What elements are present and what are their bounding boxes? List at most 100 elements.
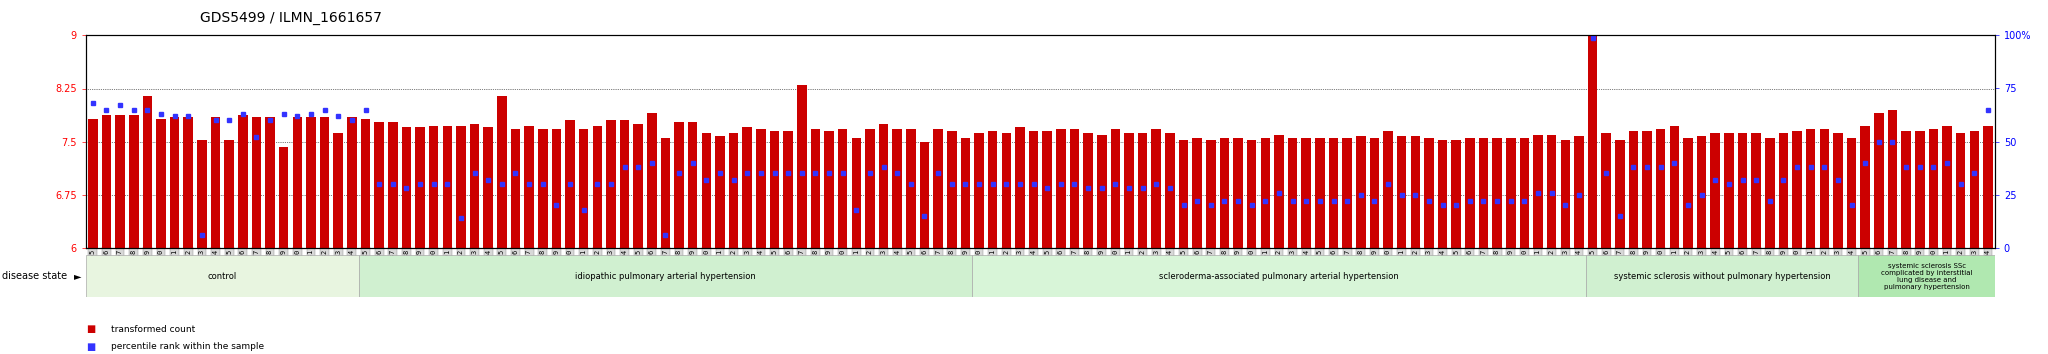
Bar [1778, 133, 1788, 248]
Bar [1341, 138, 1352, 248]
Bar [729, 133, 739, 248]
Bar [1083, 133, 1094, 248]
Bar [1110, 129, 1120, 248]
Bar [606, 120, 616, 248]
Bar [838, 129, 848, 248]
Bar [1206, 140, 1217, 248]
Bar [1602, 133, 1612, 248]
Bar [1587, 35, 1597, 248]
Bar [334, 133, 342, 248]
Bar [156, 119, 166, 248]
Bar [756, 129, 766, 248]
Bar [702, 133, 711, 248]
Bar [102, 115, 111, 248]
Bar [401, 127, 412, 248]
Bar [905, 129, 915, 248]
Bar [170, 117, 180, 248]
Bar [975, 133, 983, 248]
Bar [1929, 129, 1937, 248]
Bar [864, 129, 874, 248]
Text: scleroderma-associated pulmonary arterial hypertension: scleroderma-associated pulmonary arteria… [1159, 272, 1399, 281]
Bar [893, 129, 901, 248]
Bar [1901, 131, 1911, 248]
Bar [1710, 133, 1720, 248]
Bar [1575, 136, 1583, 248]
Bar [1683, 138, 1694, 248]
Text: GDS5499 / ILMN_1661657: GDS5499 / ILMN_1661657 [201, 11, 381, 25]
Bar [1315, 138, 1325, 248]
Bar [688, 122, 698, 248]
Bar [184, 117, 193, 248]
Bar [1098, 135, 1106, 248]
Bar [266, 117, 274, 248]
Bar [961, 138, 971, 248]
Bar [1628, 131, 1638, 248]
Bar [1069, 129, 1079, 248]
Bar [442, 126, 453, 248]
Bar [524, 126, 535, 248]
Bar [1370, 138, 1378, 248]
Bar [1464, 138, 1475, 248]
Bar [1479, 138, 1489, 248]
Bar [346, 117, 356, 248]
Bar [879, 124, 889, 248]
Bar [1970, 131, 1978, 248]
Bar [1546, 135, 1556, 248]
Bar [715, 136, 725, 248]
Bar [973, 255, 1585, 297]
Text: systemic sclerosis SSc
complicated by interstitial
lung disease and
pulmonary hy: systemic sclerosis SSc complicated by in… [1880, 263, 1972, 290]
Bar [647, 113, 657, 248]
Text: ►: ► [74, 271, 82, 281]
Bar [1833, 133, 1843, 248]
Bar [225, 140, 233, 248]
Bar [784, 131, 793, 248]
Bar [934, 129, 942, 248]
Bar [1669, 126, 1679, 248]
Bar [1806, 129, 1815, 248]
Bar [1493, 138, 1501, 248]
Bar [580, 129, 588, 248]
Bar [1942, 126, 1952, 248]
Bar [1247, 140, 1257, 248]
Bar [1585, 255, 1858, 297]
Bar [1698, 136, 1706, 248]
Bar [1233, 138, 1243, 248]
Bar [987, 131, 997, 248]
Bar [1151, 129, 1161, 248]
Bar [1982, 126, 1993, 248]
Bar [1888, 110, 1896, 248]
Bar [1042, 131, 1053, 248]
Bar [633, 124, 643, 248]
Bar [1262, 138, 1270, 248]
Bar [811, 129, 819, 248]
Bar [252, 117, 262, 248]
Bar [498, 96, 506, 248]
Bar [920, 142, 930, 248]
Bar [823, 131, 834, 248]
Bar [1858, 255, 1995, 297]
Bar [510, 129, 520, 248]
Bar [1165, 133, 1176, 248]
Bar [1520, 138, 1530, 248]
Bar [1642, 131, 1653, 248]
Bar [1300, 138, 1311, 248]
Bar [115, 115, 125, 248]
Bar [1180, 140, 1188, 248]
Bar [457, 126, 465, 248]
Bar [1423, 138, 1434, 248]
Bar [1028, 131, 1038, 248]
Bar [1534, 135, 1542, 248]
Text: disease state: disease state [2, 271, 68, 281]
Bar [946, 131, 956, 248]
Bar [1792, 131, 1802, 248]
Bar [662, 138, 670, 248]
Bar [1765, 138, 1774, 248]
Bar [1139, 133, 1147, 248]
Bar [743, 127, 752, 248]
Bar [360, 119, 371, 248]
Bar [1505, 138, 1516, 248]
Bar [129, 115, 139, 248]
Bar [293, 117, 303, 248]
Bar [1192, 138, 1202, 248]
Bar [238, 115, 248, 248]
